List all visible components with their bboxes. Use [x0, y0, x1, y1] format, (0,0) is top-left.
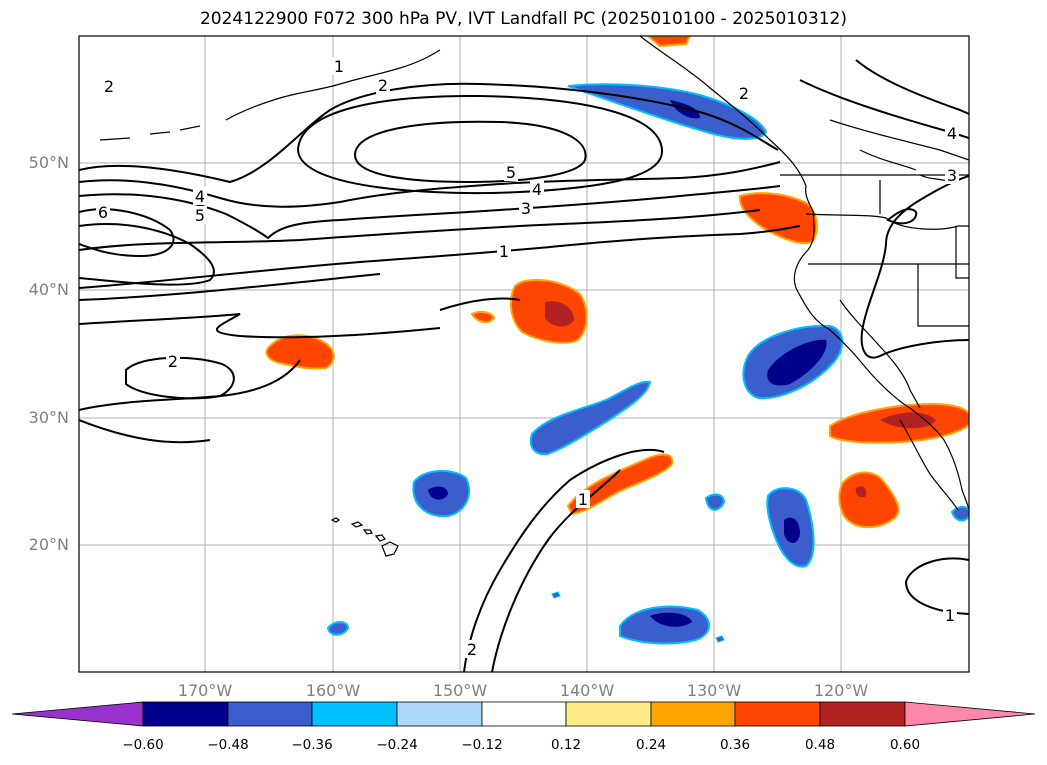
contour-label: 1	[945, 606, 955, 625]
lon-label: 140°W	[559, 681, 615, 700]
hawaiian-islands	[330, 517, 399, 557]
positive-anomaly-core	[545, 301, 574, 327]
positive-anomaly	[265, 334, 335, 370]
lon-label: 120°W	[813, 681, 869, 700]
contour-labels: 1 2 2 2 4 5 5 4 3 1 6 4 2 1	[96, 57, 959, 659]
contour-label: 2	[168, 352, 178, 371]
negative-anomaly	[326, 621, 350, 636]
colorbar-tick: 0.24	[635, 737, 667, 753]
lon-label: 160°W	[305, 681, 361, 700]
contour-label: 6	[98, 203, 108, 222]
colorbar-bin	[819, 701, 906, 727]
contour-label: 4	[532, 180, 542, 199]
lat-label: 30°N	[28, 408, 69, 427]
contour-label: 1	[578, 490, 588, 509]
contour-label: 2	[378, 76, 388, 95]
colorbar-bin	[142, 701, 229, 727]
negative-anomaly-core	[784, 517, 800, 543]
colorbar-bin	[311, 701, 398, 727]
colorbar-bin	[396, 701, 483, 727]
contour-label: 1	[334, 57, 344, 76]
contour-label: 5	[506, 163, 516, 182]
negative-anomaly-core	[767, 339, 827, 386]
lon-label: 150°W	[432, 681, 488, 700]
colorbar-tick: −0.24	[376, 737, 418, 753]
colorbar-tick: 0.48	[804, 737, 836, 753]
contour-label: 4	[195, 187, 205, 206]
contour-label: 3	[521, 199, 531, 218]
positive-anomaly	[646, 36, 692, 48]
positive-anomaly	[838, 471, 900, 528]
colorbar-bin	[734, 701, 821, 727]
positive-anomaly	[470, 310, 496, 324]
contour-label: 5	[195, 206, 205, 225]
positive-anomaly-core	[880, 412, 936, 429]
negative-anomaly-core	[650, 612, 692, 627]
shaded-anomalies	[265, 36, 969, 645]
contour-label: 2	[467, 640, 477, 659]
lon-label: 130°W	[686, 681, 742, 700]
colorbar-under	[11, 701, 144, 727]
contour-label: 2	[739, 84, 749, 103]
colorbar-tick: 0.60	[889, 737, 921, 753]
lat-label: 20°N	[28, 535, 69, 554]
negative-anomaly-core	[428, 486, 448, 500]
colorbar-over	[904, 701, 1036, 727]
negative-anomaly	[704, 493, 726, 511]
colorbar-bin	[650, 701, 736, 727]
contour-label: 1	[499, 242, 509, 261]
colorbar	[11, 701, 1036, 727]
negative-anomaly	[529, 380, 652, 456]
map-frame	[78, 35, 970, 673]
lat-label: 50°N	[28, 153, 69, 172]
map-title: 2024122900 F072 300 hPa PV, IVT Landfall…	[199, 9, 847, 29]
colorbar-tick: −0.60	[122, 737, 164, 753]
contour-label: 2	[104, 77, 114, 96]
positive-anomaly-core	[855, 486, 867, 498]
colorbar-tick: 0.12	[550, 737, 582, 753]
lon-label: 170°W	[177, 681, 233, 700]
lat-label: 40°N	[28, 280, 69, 299]
colorbar-tick: −0.48	[207, 737, 249, 753]
negative-anomaly	[567, 83, 768, 140]
colorbar-bin	[565, 701, 652, 727]
contour-label: 4	[947, 124, 957, 143]
colorbar-tick: −0.12	[461, 737, 503, 753]
negative-anomaly	[950, 506, 969, 522]
positive-anomaly	[566, 453, 674, 516]
colorbar-bin	[227, 701, 313, 727]
negative-anomaly	[551, 591, 561, 599]
coastlines	[99, 36, 969, 511]
contour-label: 3	[947, 166, 957, 185]
colorbar-tick: 0.36	[719, 737, 751, 753]
colorbar-tick: −0.36	[291, 737, 333, 753]
negative-anomaly	[715, 635, 725, 643]
colorbar-bin	[481, 701, 567, 727]
